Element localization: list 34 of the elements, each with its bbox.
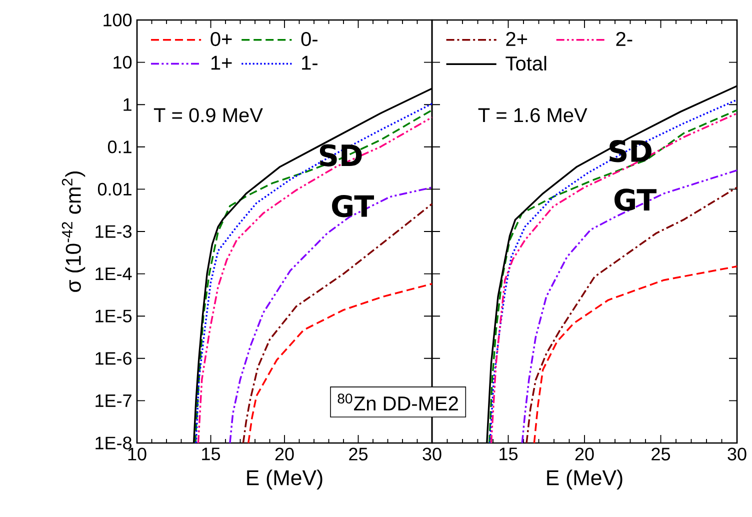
x-axis-title: E (MeV) [547, 470, 622, 490]
legend-label: 2+ [506, 32, 528, 46]
x-tick-label: 15 [500, 448, 518, 460]
x-tick-label: 20 [575, 448, 594, 460]
y-tick-label: 0.01 [98, 182, 132, 196]
annotation: $^{80}$Zn DD-ME2 [338, 394, 458, 410]
y-tick-label: 0.1 [108, 140, 132, 154]
annotation: T = 1.6 MeV [478, 108, 588, 122]
legend-label: Total [506, 56, 546, 71]
y-tick-label: 1E-5 [96, 310, 132, 322]
y-tick-label: 100 [104, 14, 132, 26]
legend-label: 0- [301, 32, 318, 46]
x-tick-label: 10 [128, 448, 146, 460]
y-tick-label: 1E-6 [96, 352, 132, 365]
legend-label: 2- [616, 32, 632, 46]
x-tick-label: 25 [652, 448, 670, 460]
legend-label: 1+ [211, 56, 232, 70]
x-tick-label: 15 [202, 448, 220, 460]
x-tick-label: 30 [422, 448, 442, 460]
annotation: T = 0.9 MeV [154, 108, 263, 122]
y-tick-label: 1E-4 [96, 268, 132, 280]
annotation: GT [332, 195, 374, 218]
y-tick-label: 10 [114, 56, 132, 69]
x-tick-label: 20 [275, 448, 294, 460]
x-axis-title: E (MeV) [247, 470, 322, 490]
y-axis-title: σ (10$^{-42}$ cm$^{2}$) [62, 172, 86, 292]
y-tick-label: 1E-7 [96, 394, 132, 407]
legend-label: 1- [302, 56, 318, 70]
y-tick-label: 1E-3 [96, 225, 132, 238]
x-tick-label: 30 [728, 448, 746, 460]
y-tick-label: 1E-8 [96, 436, 132, 450]
x-tick-label: 25 [349, 448, 368, 460]
y-tick-label: 1 [124, 98, 132, 111]
legend-label: 0+ [210, 32, 232, 46]
